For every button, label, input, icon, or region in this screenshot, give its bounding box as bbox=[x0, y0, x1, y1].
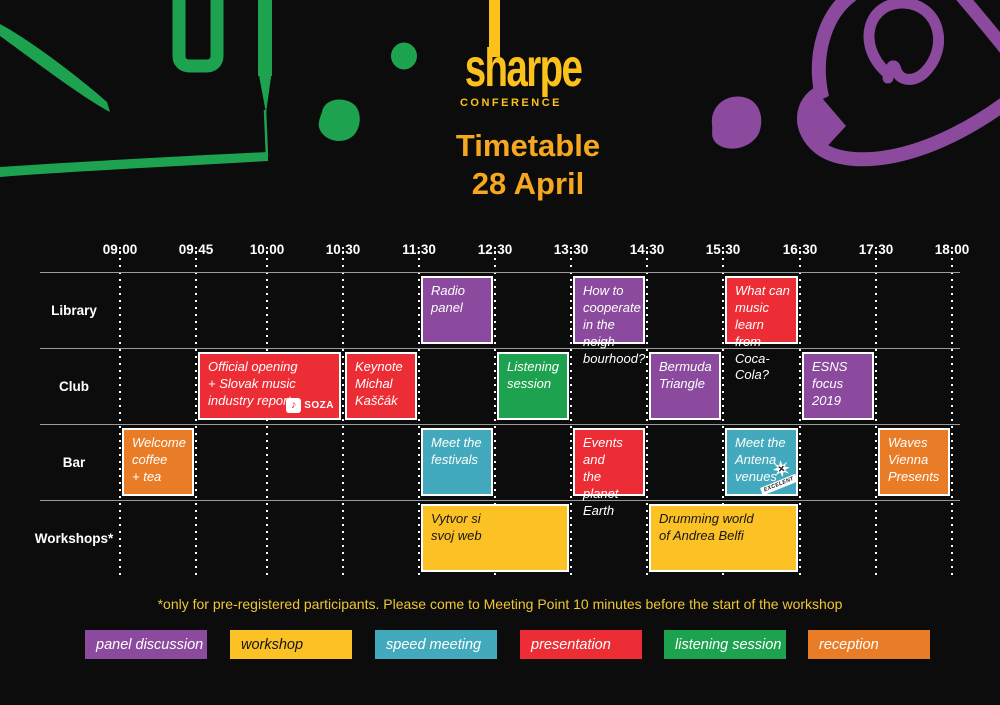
time-label: 16:30 bbox=[782, 242, 818, 257]
column-dotted-line bbox=[195, 251, 197, 578]
row-separator-line bbox=[40, 272, 960, 273]
event-block: Official opening + Slovak music industry… bbox=[198, 352, 341, 420]
event-block: Listening session bbox=[497, 352, 569, 420]
legend-item-reception: reception bbox=[808, 630, 930, 659]
soza-text: SOZA bbox=[304, 400, 334, 411]
column-dotted-line bbox=[494, 251, 496, 578]
event-title: Official opening + Slovak music industry… bbox=[208, 359, 298, 408]
time-label: 17:30 bbox=[858, 242, 894, 257]
event-block: Drumming world of Andrea Belfi bbox=[649, 504, 798, 572]
row-label-bar: Bar bbox=[62, 454, 86, 470]
time-label: 15:30 bbox=[705, 242, 741, 257]
event-block: ESNS focus 2019 bbox=[802, 352, 874, 420]
event-block: Waves Vienna Presents bbox=[878, 428, 950, 496]
workshop-footnote: *only for pre-registered participants. P… bbox=[157, 596, 843, 612]
column-dotted-line bbox=[119, 251, 121, 578]
time-label: 12:30 bbox=[477, 242, 513, 257]
column-dotted-line bbox=[722, 251, 724, 578]
legend: panel discussion workshop speed meeting … bbox=[0, 630, 1000, 659]
row-label-library: Library bbox=[51, 302, 97, 318]
column-dotted-line bbox=[799, 251, 801, 578]
legend-label: panel discussion bbox=[96, 636, 204, 653]
row-separator-line bbox=[40, 500, 960, 501]
event-title: How to cooperate in the neigh- bourhood? bbox=[583, 283, 646, 366]
event-block: Meet the Antena venues EXCELENT bbox=[725, 428, 798, 496]
purple-blob bbox=[711, 96, 762, 149]
time-label: 10:00 bbox=[249, 242, 285, 257]
row-label-club: Club bbox=[59, 378, 89, 394]
column-dotted-line bbox=[951, 251, 953, 578]
legend-label: listening session bbox=[675, 636, 782, 653]
column-dotted-line bbox=[875, 251, 877, 578]
column-dotted-line bbox=[570, 251, 572, 578]
excelent-badge: EXCELENT bbox=[757, 460, 798, 496]
green-dot bbox=[391, 42, 417, 70]
event-block: Meet the festivals bbox=[421, 428, 493, 496]
legend-label: speed meeting bbox=[386, 636, 482, 653]
soza-logo: ♪ SOZA bbox=[286, 398, 334, 413]
event-block: Events and the planet Earth bbox=[573, 428, 645, 518]
event-title: Radio panel bbox=[431, 283, 465, 315]
page-date: 28 April bbox=[471, 166, 585, 201]
event-block: How to cooperate in the neigh- bourhood? bbox=[573, 276, 645, 366]
legend-item-workshop: workshop bbox=[230, 630, 352, 659]
row-label-workshops: Workshops* bbox=[34, 530, 114, 546]
legend-label: reception bbox=[819, 636, 879, 653]
column-dotted-line bbox=[418, 251, 420, 578]
time-label: 09:45 bbox=[178, 242, 214, 257]
event-title: Drumming world of Andrea Belfi bbox=[659, 511, 754, 543]
green-sketch-top-left bbox=[0, 0, 272, 177]
legend-item-panel: panel discussion bbox=[85, 630, 207, 659]
legend-item-presentation: presentation bbox=[520, 630, 642, 659]
event-block: What can music learn from Coca-Cola? bbox=[725, 276, 798, 382]
event-title: Welcome coffee + tea bbox=[132, 435, 186, 484]
time-label: 13:30 bbox=[553, 242, 589, 257]
event-block: Welcome coffee + tea bbox=[122, 428, 194, 496]
logo-subtitle: CONFERENCE bbox=[459, 97, 563, 109]
purple-sketch-top-right bbox=[711, 0, 1000, 167]
time-label: 14:30 bbox=[629, 242, 665, 257]
event-title: ESNS focus 2019 bbox=[812, 359, 848, 408]
event-title: What can music learn from Coca-Cola? bbox=[735, 283, 790, 383]
logo-ascender-bar bbox=[489, 0, 500, 57]
event-title: Waves Vienna Presents bbox=[888, 435, 940, 484]
event-block: Bermuda Triangle bbox=[649, 352, 721, 420]
event-block: Vytvor si svoj web bbox=[421, 504, 569, 572]
column-dotted-line bbox=[342, 251, 344, 578]
event-title: Bermuda Triangle bbox=[659, 359, 712, 391]
legend-label: presentation bbox=[531, 636, 611, 653]
event-title: Meet the Antena venues bbox=[735, 435, 786, 484]
time-label: 09:00 bbox=[102, 242, 138, 257]
soza-note-icon: ♪ bbox=[286, 398, 302, 413]
event-block: Keynote Michal Kaščák bbox=[345, 352, 417, 420]
event-title: Listening session bbox=[507, 359, 560, 391]
event-title: Vytvor si svoj web bbox=[431, 511, 482, 543]
time-label: 10:30 bbox=[325, 242, 361, 257]
time-label: 11:30 bbox=[402, 242, 436, 257]
event-title: Meet the festivals bbox=[431, 435, 482, 467]
green-blob bbox=[318, 99, 360, 142]
row-separator-line bbox=[40, 424, 960, 425]
page-title: Timetable bbox=[455, 128, 601, 163]
row-separator-line bbox=[40, 348, 960, 349]
legend-item-speed: speed meeting bbox=[375, 630, 497, 659]
event-title: Keynote Michal Kaščák bbox=[355, 359, 403, 408]
time-label: 18:00 bbox=[934, 242, 970, 257]
event-title: Events and the planet Earth bbox=[583, 435, 623, 518]
event-block: Radio panel bbox=[421, 276, 493, 344]
column-dotted-line bbox=[646, 251, 648, 578]
legend-label: workshop bbox=[241, 636, 304, 653]
legend-item-listening: listening session bbox=[664, 630, 786, 659]
starburst-icon bbox=[772, 460, 790, 478]
logo-text: sharpe bbox=[464, 36, 583, 98]
